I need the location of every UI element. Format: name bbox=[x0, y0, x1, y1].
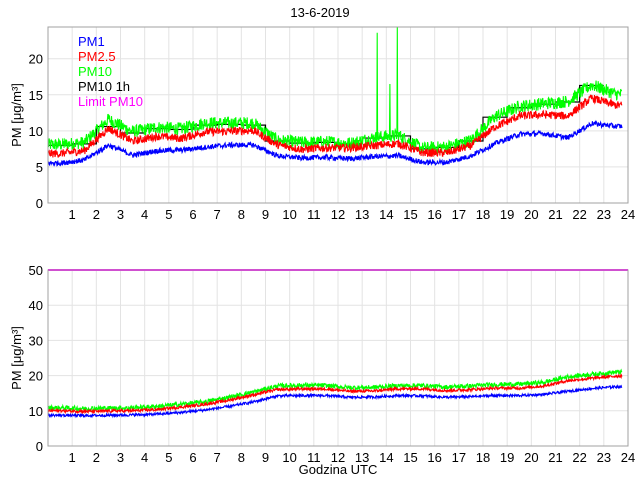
x-tick-label: 5 bbox=[165, 450, 172, 465]
y-tick-label: 15 bbox=[29, 88, 43, 103]
x-tick-label: 4 bbox=[141, 450, 148, 465]
x-tick-label: 1 bbox=[69, 450, 76, 465]
x-tick-label: 10 bbox=[282, 207, 296, 222]
x-tick-label: 15 bbox=[403, 207, 417, 222]
x-tick-label: 16 bbox=[427, 450, 441, 465]
x-tick-label: 18 bbox=[476, 207, 490, 222]
x-tick-label: 12 bbox=[331, 207, 345, 222]
x-tick-label: 1 bbox=[69, 207, 76, 222]
y-tick-label: 40 bbox=[29, 298, 43, 313]
x-tick-label: 9 bbox=[262, 450, 269, 465]
y-tick-label: 0 bbox=[36, 196, 43, 211]
x-tick-label: 21 bbox=[548, 450, 562, 465]
x-tick-label: 7 bbox=[214, 207, 221, 222]
x-tick-label: 6 bbox=[189, 207, 196, 222]
y-tick-label: 20 bbox=[29, 52, 43, 67]
x-tick-label: 9 bbox=[262, 207, 269, 222]
x-tick-label: 24 bbox=[621, 450, 635, 465]
y-tick-label: 5 bbox=[36, 160, 43, 175]
x-tick-label: 7 bbox=[214, 450, 221, 465]
series-pm25-line bbox=[48, 373, 623, 415]
x-tick-label: 11 bbox=[307, 207, 321, 222]
x-tick-label: 12 bbox=[331, 450, 345, 465]
plot-frame bbox=[47, 269, 629, 447]
x-tick-label: 21 bbox=[548, 207, 562, 222]
y-tick-label: 10 bbox=[29, 404, 43, 419]
legend-entry: PM10 1h bbox=[78, 79, 130, 94]
legend-entry: PM2.5 bbox=[78, 49, 116, 64]
x-tick-label: 3 bbox=[117, 207, 124, 222]
legend-entry: PM10 bbox=[78, 64, 112, 79]
x-tick-label: 11 bbox=[307, 450, 321, 465]
x-tick-label: 5 bbox=[165, 207, 172, 222]
x-tick-label: 8 bbox=[238, 207, 245, 222]
x-tick-label: 23 bbox=[597, 207, 611, 222]
plot-frame bbox=[47, 26, 629, 204]
x-tick-label: 13 bbox=[355, 207, 369, 222]
x-tick-label: 6 bbox=[189, 450, 196, 465]
x-tick-label: 14 bbox=[379, 207, 393, 222]
x-tick-label: 22 bbox=[572, 207, 586, 222]
x-tick-label: 23 bbox=[597, 450, 611, 465]
x-tick-label: 13 bbox=[355, 450, 369, 465]
x-tick-label: 17 bbox=[452, 207, 466, 222]
y-tick-label: 50 bbox=[29, 263, 43, 278]
legend-entry: Limit PM10 bbox=[78, 94, 143, 109]
series-pm1-line bbox=[48, 384, 623, 419]
x-tick-label: 4 bbox=[141, 207, 148, 222]
x-tick-label: 20 bbox=[524, 450, 538, 465]
x-tick-label: 24 bbox=[621, 207, 635, 222]
y-tick-label: 20 bbox=[29, 369, 43, 384]
chart-title: 13-6-2019 bbox=[290, 5, 349, 20]
x-tick-label: 19 bbox=[500, 207, 514, 222]
bottom-plot: 1 2 3 4 5 6 7 8 9 10 11 12 13 14 15 16 17 18 19 20 21 22 23 240… bbox=[9, 263, 635, 465]
x-tick-label: 15 bbox=[403, 450, 417, 465]
x-tick-label: 2 bbox=[93, 450, 100, 465]
x-tick-label: 20 bbox=[524, 207, 538, 222]
y-axis-label: PM [μg/m³] bbox=[9, 326, 24, 390]
x-tick-label: 16 bbox=[427, 207, 441, 222]
series-pm10-line bbox=[48, 368, 623, 413]
x-tick-label: 3 bbox=[117, 450, 124, 465]
x-tick-label: 8 bbox=[238, 450, 245, 465]
top-plot: 1 2 3 4 5 6 7 8 9 10 11 12 13 14 15 16 17 18 19 20 21 22 23 240… bbox=[9, 26, 635, 222]
y-tick-label: 30 bbox=[29, 333, 43, 348]
x-tick-label: 14 bbox=[379, 450, 393, 465]
legend-entry: PM1 bbox=[78, 34, 105, 49]
x-tick-label: 17 bbox=[452, 450, 466, 465]
series-pm1-line bbox=[48, 119, 623, 167]
x-tick-label: 2 bbox=[93, 207, 100, 222]
series-pm25-line bbox=[48, 94, 623, 158]
x-tick-label: 19 bbox=[500, 450, 514, 465]
x-axis-label: Godzina UTC bbox=[299, 462, 378, 477]
y-tick-label: 0 bbox=[36, 439, 43, 454]
x-tick-label: 22 bbox=[572, 450, 586, 465]
x-tick-label: 18 bbox=[476, 450, 490, 465]
y-axis-label: PM [μg/m³] bbox=[9, 83, 24, 147]
x-tick-label: 10 bbox=[282, 450, 296, 465]
y-tick-label: 10 bbox=[29, 124, 43, 139]
